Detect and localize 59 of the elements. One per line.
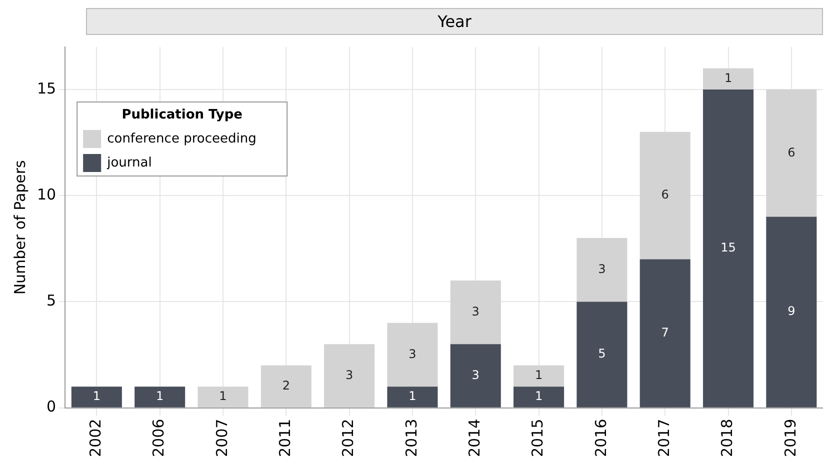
- x-tick-label: 2014: [466, 418, 484, 458]
- bar: [640, 259, 690, 408]
- bar: [387, 322, 438, 387]
- bar: [260, 365, 312, 408]
- x-tick-label: 2002: [86, 418, 105, 458]
- data-label: 1: [534, 368, 543, 382]
- x-tick-label: 2006: [150, 418, 168, 458]
- data-label: 7: [661, 325, 669, 340]
- bar: [514, 386, 564, 408]
- legend-label: journal: [106, 155, 152, 170]
- y-axis-title: Number of Papers: [10, 160, 29, 295]
- legend-label: conference proceeding: [107, 131, 256, 146]
- x-tick-label: 2007: [212, 418, 231, 458]
- x-tick-label: 2016: [592, 418, 610, 458]
- bar: [576, 238, 628, 302]
- y-tick-label: 10: [36, 185, 56, 204]
- legend-title: Publication Type: [122, 107, 243, 122]
- data-label: 1: [92, 389, 100, 404]
- data-label: 3: [598, 262, 606, 276]
- bar: [766, 89, 817, 217]
- x-tick-label: 2013: [402, 418, 420, 458]
- data-label: 1: [724, 70, 732, 85]
- data-label: 2: [282, 378, 290, 392]
- bar: [450, 344, 501, 408]
- x-axis-title: Year: [86, 8, 823, 35]
- bar: [324, 344, 375, 408]
- data-label: 1: [534, 389, 543, 404]
- data-label: 15: [720, 240, 736, 255]
- data-label: 5: [598, 346, 606, 361]
- bar: [640, 132, 690, 260]
- bar: [514, 365, 564, 387]
- bar: [134, 386, 186, 408]
- bar: [198, 386, 248, 408]
- y-tick-label: 0: [46, 398, 56, 416]
- x-tick-label: 2011: [276, 418, 294, 458]
- bar: [702, 89, 754, 408]
- bar: [387, 386, 438, 408]
- x-tick-label: 2019: [781, 418, 800, 458]
- x-tick-label: 2012: [339, 418, 358, 458]
- data-label: 3: [472, 304, 480, 318]
- data-label: 6: [788, 145, 796, 160]
- bar: [450, 280, 501, 344]
- data-label: 3: [408, 346, 416, 361]
- data-label: 1: [408, 389, 416, 404]
- y-tick-label: 15: [36, 79, 56, 98]
- bar: [71, 386, 122, 408]
- x-tick-label: 2018: [718, 418, 736, 458]
- data-label: 3: [345, 368, 354, 382]
- y-tick-label: 5: [46, 292, 56, 310]
- data-label: 9: [788, 304, 796, 318]
- data-label: 3: [472, 368, 480, 382]
- bar: [702, 68, 754, 90]
- x-tick-label: 2015: [528, 418, 547, 458]
- data-label: 1: [156, 389, 164, 404]
- data-label: 1: [219, 389, 227, 404]
- data-label: 6: [661, 188, 669, 202]
- bar: [576, 302, 628, 408]
- x-tick-label: 2017: [654, 418, 673, 458]
- bar: [766, 216, 817, 408]
